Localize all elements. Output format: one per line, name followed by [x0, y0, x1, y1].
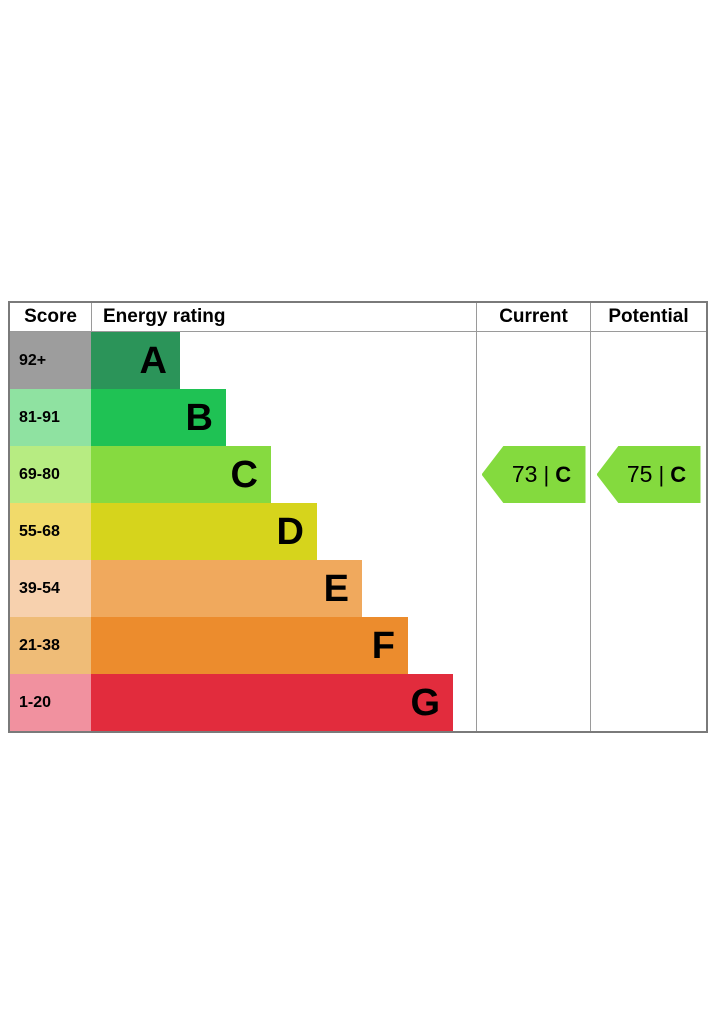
- current-grade-letter: C: [555, 461, 572, 487]
- score-cell: 39-54: [10, 560, 91, 617]
- potential-score-value: 75: [626, 461, 653, 487]
- band-letter: G: [410, 681, 440, 724]
- current-column: 73 | C: [476, 332, 590, 731]
- band-letter: E: [323, 567, 349, 610]
- header-row: Score Energy rating Current Potential: [10, 303, 706, 332]
- column-header-current: Current: [476, 303, 590, 331]
- column-header-score: Score: [24, 306, 77, 327]
- rating-bar: F: [91, 617, 408, 674]
- current-score-value: 73: [511, 461, 538, 487]
- rating-bar: C: [91, 446, 271, 503]
- score-cell: 1-20: [10, 674, 91, 731]
- potential-column: 75 | C: [590, 332, 706, 731]
- score-cell: 81-91: [10, 389, 91, 446]
- band-letter: F: [371, 624, 395, 667]
- band-row-c: 69-80 C: [10, 446, 476, 503]
- potential-rating-arrow: 75 | C: [596, 446, 701, 503]
- band-letter: D: [276, 510, 304, 553]
- rating-bar: E: [91, 560, 362, 617]
- current-separator: |: [543, 461, 550, 487]
- band-row-e: 39-54 E: [10, 560, 476, 617]
- epc-chart: Score Energy rating Current Potential 92…: [8, 301, 708, 733]
- rating-bar: B: [91, 389, 226, 446]
- rating-bar: G: [91, 674, 453, 731]
- chart-body: 92+ A 81-91 B 69-80 C: [10, 332, 706, 731]
- potential-separator: |: [658, 461, 665, 487]
- score-cell: 92+: [10, 332, 91, 389]
- rating-bar: D: [91, 503, 317, 560]
- column-header-potential: Potential: [590, 303, 706, 331]
- band-letter: A: [139, 339, 167, 382]
- band-row-f: 21-38 F: [10, 617, 476, 674]
- bands-area: 92+ A 81-91 B 69-80 C: [10, 332, 476, 731]
- score-cell: 21-38: [10, 617, 91, 674]
- score-cell: 69-80: [10, 446, 91, 503]
- score-cell: 55-68: [10, 503, 91, 560]
- band-letter: B: [185, 396, 213, 439]
- potential-grade-letter: C: [670, 461, 687, 487]
- band-row-b: 81-91 B: [10, 389, 476, 446]
- rating-bar: A: [91, 332, 180, 389]
- column-header-energy-rating: Energy rating: [91, 303, 476, 331]
- band-row-d: 55-68 D: [10, 503, 476, 560]
- band-row-g: 1-20 G: [10, 674, 476, 731]
- band-letter: C: [230, 453, 258, 496]
- current-rating-arrow: 73 | C: [481, 446, 586, 503]
- band-row-a: 92+ A: [10, 332, 476, 389]
